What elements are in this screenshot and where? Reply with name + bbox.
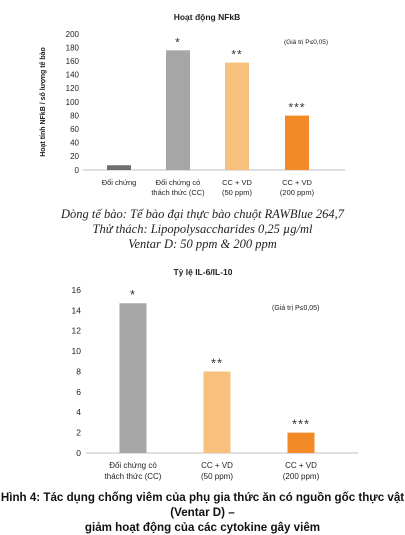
y-tick-label: 6: [76, 387, 81, 397]
x-category-label: Đối chứng: [102, 178, 137, 187]
y-tick-label: 20: [70, 152, 79, 161]
x-category-label: Đối chứng có: [109, 461, 157, 470]
y-tick-label: 180: [66, 43, 80, 52]
bar: [166, 50, 190, 170]
x-category-label: CC + VD: [285, 461, 317, 470]
bar: [203, 371, 231, 453]
y-tick-label: 200: [66, 30, 80, 39]
y-tick-label: 16: [72, 285, 82, 295]
x-category-label: (50 ppm): [201, 472, 233, 481]
x-category-label: Đối chứng có: [156, 178, 201, 187]
il6-il10-chart-svg: Tỷ lệ IL-6/IL-10 (Giá trị P≤0,05) 0 2 4 6 8 10 1…: [72, 267, 358, 481]
y-tick-label: 12: [72, 326, 82, 336]
y-tick-label: 80: [70, 111, 79, 120]
significance-label: ***: [288, 101, 305, 115]
bar: [107, 165, 131, 170]
caption-line: Dòng tế bào: Tế bào đại thực bào chuột R…: [60, 207, 345, 221]
x-category-label: (50 ppm): [222, 188, 253, 197]
nfkb-chart-svg: Hoạt động NFkB (Giá trị P≤0,05) Hoạt tính …: [39, 12, 345, 197]
significance-label: *: [175, 35, 181, 49]
x-category-label: (200 ppm): [283, 472, 320, 481]
y-tick-label: 0: [76, 448, 81, 458]
y-tick-label: 60: [70, 125, 79, 134]
significance-label: **: [231, 48, 242, 62]
x-category-label: CC + VD: [282, 178, 312, 187]
chart-title: Tỷ lệ IL-6/IL-10: [173, 267, 232, 277]
nfkb-chart: Hoạt động NFkB (Giá trị P≤0,05) Hoạt tính …: [0, 0, 405, 197]
figure-caption-line: Hình 4: Tác dụng chống viêm của phụ gia …: [0, 491, 405, 519]
y-tick-label: 2: [76, 428, 81, 438]
significance-label: *: [130, 287, 136, 302]
significance-label: **: [211, 356, 223, 371]
y-tick-label: 120: [66, 84, 80, 93]
bar: [285, 115, 309, 170]
p-value-note: (Giá trị P≤0,05): [284, 39, 328, 46]
figure-caption-line: giảm hoạt động của các cytokine gây viêm: [84, 521, 321, 534]
x-category-label: CC + VD: [222, 178, 252, 187]
experiment-caption: Dòng tế bào: Tế bào đại thực bào chuột R…: [0, 207, 405, 252]
bar: [119, 303, 147, 453]
x-category-label: thách thức (CC): [105, 472, 162, 481]
il6-il10-chart: Tỷ lệ IL-6/IL-10 (Giá trị P≤0,05) 0 2 4 6 8 10 1…: [0, 262, 405, 484]
significance-label: ***: [292, 417, 310, 432]
p-value-note: (Giá trị P≤0,05): [272, 305, 319, 312]
y-tick-label: 40: [70, 139, 79, 148]
bar: [287, 432, 315, 453]
bar: [225, 62, 249, 171]
chart-title: Hoạt động NFkB: [174, 12, 241, 22]
caption-line: Thử thách: Lipopolysaccharides 0,25 µg/m…: [92, 222, 313, 236]
y-tick-label: 140: [66, 71, 80, 80]
y-tick-label: 10: [72, 346, 82, 356]
y-tick-label: 100: [66, 98, 80, 107]
y-tick-label: 8: [76, 366, 81, 376]
y-tick-label: 0: [75, 166, 80, 175]
caption-line: Ventar D: 50 ppm & 200 ppm: [128, 237, 277, 251]
y-axis-label: Hoạt tính NFkB / số lượng tế bào: [39, 47, 47, 157]
figure-caption: Hình 4: Tác dụng chống viêm của phụ gia …: [0, 490, 405, 535]
y-tick-label: 4: [76, 407, 81, 417]
x-category-label: CC + VD: [201, 461, 233, 470]
y-tick-label: 160: [66, 57, 80, 66]
x-category-label: (200 ppm): [280, 188, 315, 197]
y-tick-label: 14: [72, 305, 82, 315]
x-category-label: thách thức (CC): [151, 188, 205, 197]
